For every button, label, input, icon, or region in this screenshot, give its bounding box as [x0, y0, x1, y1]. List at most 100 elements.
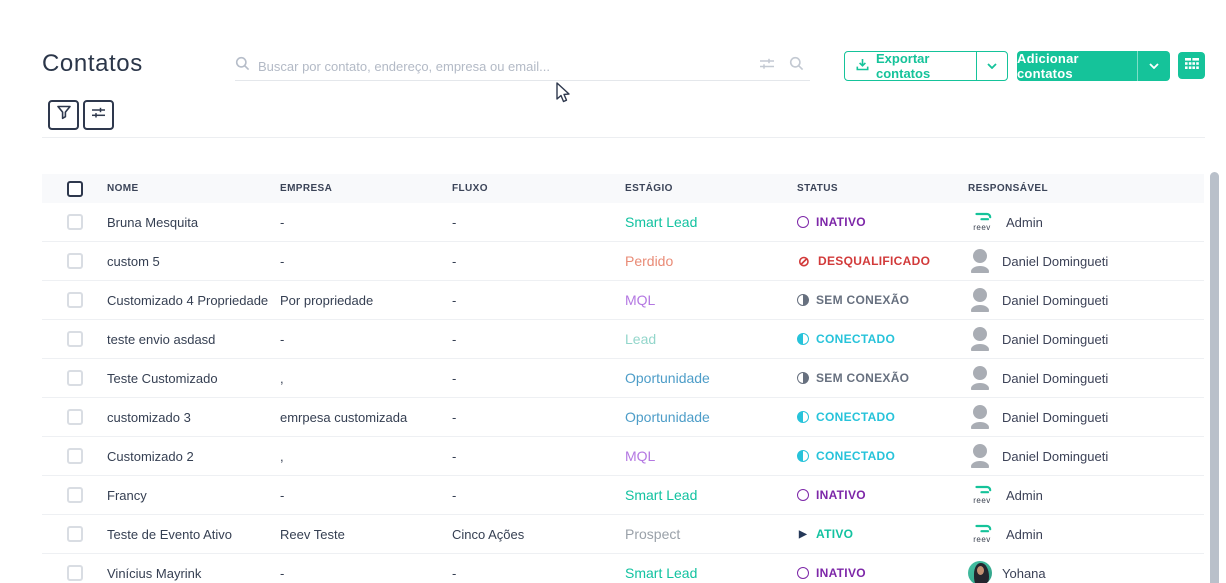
reev-logo-avatar: reev [968, 212, 996, 232]
row-checkbox[interactable] [67, 448, 83, 464]
add-contacts-caret[interactable] [1137, 51, 1170, 81]
contact-status: SEM CONEXÃO [797, 293, 968, 307]
contact-stage: Smart Lead [625, 487, 797, 503]
table-row[interactable]: Bruna Mesquita - - Smart Lead INATIVO re… [42, 203, 1204, 242]
row-checkbox[interactable] [67, 565, 83, 581]
filter-settings-button[interactable] [83, 100, 114, 130]
contact-status: CONECTADO [797, 410, 968, 424]
contact-name: Teste de Evento Ativo [107, 527, 280, 542]
table-row[interactable]: teste envio asdasd - - Lead CONECTADO Da… [42, 320, 1204, 359]
owner-name: Daniel Domingueti [1002, 254, 1108, 269]
status-half-filled-icon [797, 411, 809, 423]
owner-name: Daniel Domingueti [1002, 449, 1108, 464]
row-checkbox[interactable] [67, 214, 83, 230]
contact-flow: - [452, 410, 625, 425]
contact-owner: Daniel Domingueti [968, 444, 1204, 468]
person-avatar [968, 405, 992, 429]
vertical-scrollbar-thumb[interactable] [1210, 172, 1219, 583]
person-avatar [968, 288, 992, 312]
contact-stage: Perdido [625, 253, 797, 269]
contact-flow: - [452, 371, 625, 386]
column-header-responsavel: RESPONSÁVEL [968, 183, 1204, 194]
table-body: Bruna Mesquita - - Smart Lead INATIVO re… [42, 203, 1204, 583]
row-checkbox[interactable] [67, 526, 83, 542]
contact-name: Vinícius Mayrink [107, 566, 280, 581]
search-submit-icon[interactable] [789, 56, 804, 76]
contact-company: - [280, 215, 452, 230]
column-header-status: STATUS [797, 183, 968, 194]
grid-view-button[interactable] [1178, 52, 1205, 79]
column-header-nome: NOME [107, 183, 280, 194]
contact-company: Por propriedade [280, 293, 452, 308]
contact-company: emrpesa customizada [280, 410, 452, 425]
export-contacts-main[interactable]: Exportar contatos [845, 52, 976, 80]
row-checkbox[interactable] [67, 331, 83, 347]
reev-logo-avatar: reev [968, 524, 996, 544]
contact-flow: - [452, 254, 625, 269]
contact-owner: Daniel Domingueti [968, 327, 1204, 351]
status-label: INATIVO [816, 215, 866, 229]
status-half-filled-icon [797, 333, 809, 345]
owner-name: Admin [1006, 527, 1043, 542]
column-header-estagio: ESTÁGIO [625, 183, 797, 194]
column-header-empresa: EMPRESA [280, 183, 452, 194]
export-contacts-label: Exportar contatos [876, 51, 965, 81]
status-half-filled-icon [797, 450, 809, 462]
person-avatar [968, 366, 992, 390]
export-contacts-caret[interactable] [976, 52, 1007, 80]
row-checkbox[interactable] [67, 253, 83, 269]
search-input[interactable] [258, 59, 751, 74]
contact-name: Customizado 2 [107, 449, 280, 464]
person-avatar [968, 327, 992, 351]
contact-stage: Prospect [625, 526, 797, 542]
status-label: INATIVO [816, 488, 866, 502]
contact-flow: - [452, 449, 625, 464]
owner-name: Daniel Domingueti [1002, 293, 1108, 308]
owner-name: Daniel Domingueti [1002, 410, 1108, 425]
contact-name: custom 5 [107, 254, 280, 269]
add-contacts-button[interactable]: Adicionar contatos [1017, 51, 1170, 81]
owner-name: Admin [1006, 215, 1043, 230]
row-checkbox[interactable] [67, 370, 83, 386]
table-row[interactable]: Francy - - Smart Lead INATIVO reev Admin [42, 476, 1204, 515]
grid-icon [1185, 57, 1199, 75]
contact-name: Francy [107, 488, 280, 503]
column-header-fluxo: FLUXO [452, 183, 625, 194]
reev-logo-text: reev [973, 224, 991, 232]
reev-logo-text: reev [973, 536, 991, 544]
divider [42, 137, 1205, 138]
contacts-page: Contatos [0, 0, 1226, 583]
contact-name: Teste Customizado [107, 371, 280, 386]
filter-funnel-button[interactable] [48, 100, 79, 130]
contacts-table: NOME EMPRESA FLUXO ESTÁGIO STATUS RESPON… [42, 174, 1204, 583]
contact-company: , [280, 371, 452, 386]
table-row[interactable]: custom 5 - - Perdido DESQUALIFICADO Dani… [42, 242, 1204, 281]
owner-name: Daniel Domingueti [1002, 332, 1108, 347]
table-row[interactable]: customizado 3 emrpesa customizada - Opor… [42, 398, 1204, 437]
table-row[interactable]: Vinícius Mayrink - - Smart Lead INATIVO … [42, 554, 1204, 583]
search-filter-sliders-icon[interactable] [759, 57, 775, 75]
contact-flow: - [452, 488, 625, 503]
export-contacts-button[interactable]: Exportar contatos [844, 51, 1008, 81]
status-slash-icon [797, 254, 811, 268]
status-label: CONECTADO [816, 449, 895, 463]
contact-name: Bruna Mesquita [107, 215, 280, 230]
row-checkbox[interactable] [67, 487, 83, 503]
contact-flow: - [452, 332, 625, 347]
add-contacts-main[interactable]: Adicionar contatos [1017, 51, 1137, 81]
table-row[interactable]: Customizado 2 , - MQL CONECTADO Daniel D… [42, 437, 1204, 476]
contact-name: teste envio asdasd [107, 332, 280, 347]
contact-owner: Daniel Domingueti [968, 249, 1204, 273]
contact-flow: - [452, 293, 625, 308]
contact-owner: Yohana [968, 561, 1204, 583]
row-checkbox[interactable] [67, 409, 83, 425]
contact-company: - [280, 566, 452, 581]
row-checkbox[interactable] [67, 292, 83, 308]
table-row[interactable]: Customizado 4 Propriedade Por propriedad… [42, 281, 1204, 320]
contact-status: INATIVO [797, 215, 968, 229]
status-label: ATIVO [816, 527, 853, 541]
table-row[interactable]: Teste de Evento Ativo Reev Teste Cinco A… [42, 515, 1204, 554]
select-all-checkbox[interactable] [67, 181, 83, 197]
table-row[interactable]: Teste Customizado , - Oportunidade SEM C… [42, 359, 1204, 398]
status-label: CONECTADO [816, 410, 895, 424]
